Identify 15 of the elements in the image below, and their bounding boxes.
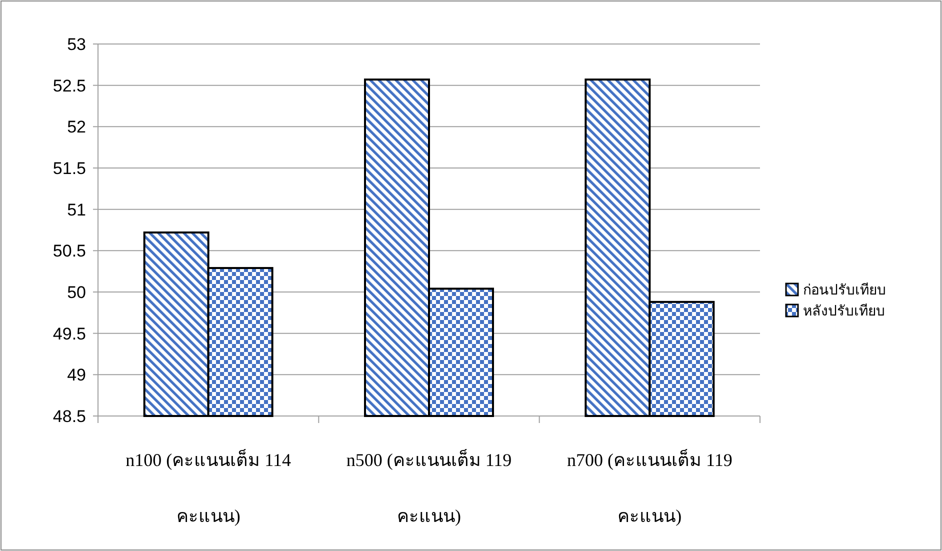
y-tick-label: 52 (67, 118, 86, 137)
y-tick-label: 51 (67, 200, 86, 220)
y-tick-label: 49 (67, 366, 86, 385)
category-label: n100 (คะแนนเต็ม 114 คะแนน) (126, 450, 291, 526)
y-tick-label: 50 (67, 283, 86, 302)
legend-label: ก่อนปรับเทียบ (803, 282, 886, 298)
y-tick-label: 52.5 (52, 76, 86, 96)
legend-label: หลังปรับเทียบ (803, 304, 885, 320)
y-tick-label: 53 (67, 35, 86, 54)
y-tick-label: 48.5 (52, 407, 86, 426)
y-tick-label: 49.5 (52, 324, 86, 344)
category-label: n500 (คะแนนเต็ม 119 คะแนน) (346, 450, 512, 526)
category-label: n700 (คะแนนเต็ม 119 คะแนน) (567, 450, 732, 526)
y-tick-label: 50.5 (52, 242, 86, 261)
y-tick-label: 51.5 (52, 159, 86, 178)
